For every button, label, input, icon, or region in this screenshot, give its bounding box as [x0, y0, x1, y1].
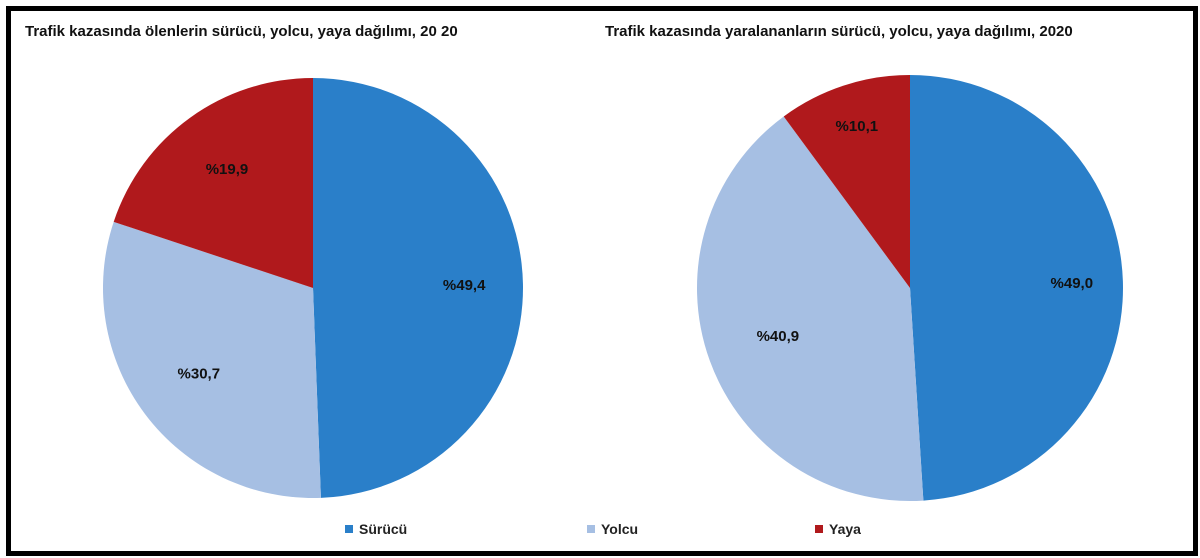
pie-0-slice-yolcu	[102, 221, 321, 499]
chart-title-left: Trafik kazasında ölenlerin sürücü, yolcu…	[25, 23, 458, 40]
chart-frame: Trafik kazasında ölenlerin sürücü, yolcu…	[6, 6, 1198, 556]
legend-label-surucu: Sürücü	[359, 521, 408, 537]
pie-charts: %49,4 %30,7 %19,9 %49,0 %40,9 %10,1	[102, 75, 1123, 501]
pie-0-slice-sürücü	[313, 78, 524, 498]
pie-1-slice-yaya	[783, 75, 910, 288]
pie-0-label-sürücü: %49,4	[443, 277, 486, 294]
legend-item-yaya: Yaya	[815, 521, 861, 537]
pie-1-label-yaya: %10,1	[836, 118, 879, 135]
pie-1-label-yolcu: %40,9	[757, 328, 800, 345]
chart-title-right: Trafik kazasında yaralananların sürücü, …	[605, 23, 1073, 40]
legend-item-surucu: Sürücü	[345, 521, 407, 537]
pie-0-label-yaya: %19,9	[206, 161, 249, 178]
pie-1-slice-sürücü	[910, 75, 1123, 501]
pie-1-slice-yolcu	[697, 116, 924, 501]
legend-swatch-yolcu	[587, 525, 595, 533]
pie-1-label-sürücü: %49,0	[1051, 275, 1094, 292]
legend-swatch-yaya	[815, 525, 823, 533]
legend: Sürücü Yolcu Yaya	[11, 521, 1193, 543]
legend-swatch-surucu	[345, 525, 353, 533]
legend-label-yaya: Yaya	[829, 521, 861, 537]
legend-item-yolcu: Yolcu	[587, 521, 638, 537]
legend-label-yolcu: Yolcu	[601, 521, 639, 537]
pie-0-slice-yaya	[113, 78, 313, 288]
pie-0-label-yolcu: %30,7	[178, 366, 221, 383]
